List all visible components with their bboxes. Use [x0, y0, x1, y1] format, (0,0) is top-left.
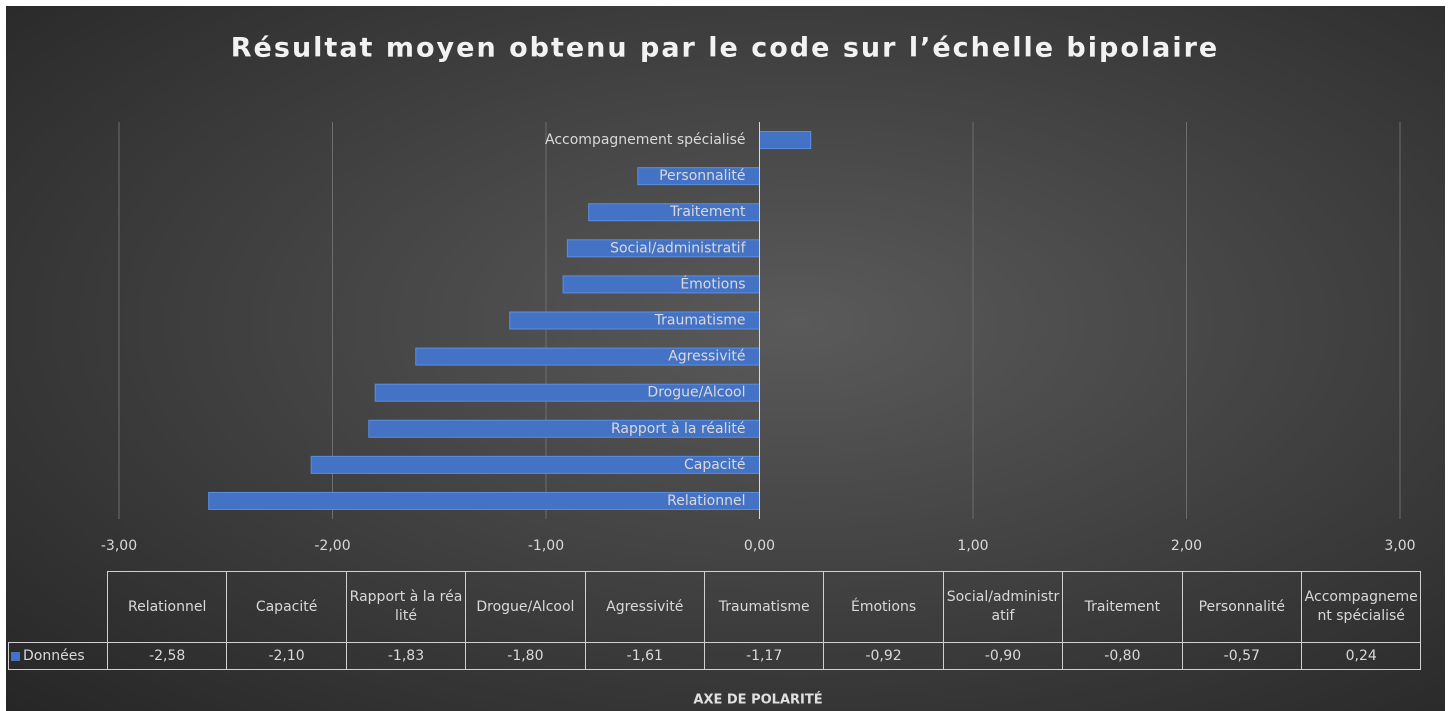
table-value-cell: -0,92 — [823, 642, 944, 670]
category-label: Relationnel — [667, 493, 745, 509]
category-label: Capacité — [684, 457, 746, 473]
table-value-cell: -1,80 — [465, 642, 586, 670]
category-label: Personnalité — [659, 168, 745, 184]
legend-label: Données — [23, 647, 85, 664]
table-header-cell: Accompagnement spécialisé — [1301, 571, 1422, 643]
table-value-cell: -0,80 — [1062, 642, 1183, 670]
category-label: Agressivité — [668, 349, 745, 365]
x-tick-label: 1,00 — [957, 538, 988, 554]
table-header-cell: Rapport à la réalité — [345, 571, 467, 643]
table-value-cell: -2,10 — [226, 642, 347, 670]
table-header-cell: Capacité — [226, 571, 347, 643]
table-header-cell: Drogue/Alcool — [465, 571, 586, 643]
table-header-cell: Traitement — [1062, 571, 1183, 643]
chart: Résultat moyen obtenu par le code sur l’… — [6, 6, 1445, 711]
table-header-cell: Agressivité — [584, 571, 705, 643]
category-label: Traumatisme — [654, 313, 746, 329]
x-axis-title: AXE DE POLARITÉ — [693, 692, 822, 708]
chart-title: Résultat moyen obtenu par le code sur l’… — [231, 33, 1219, 64]
x-tick-label: -3,00 — [101, 538, 137, 554]
table-value-cell: -1,17 — [704, 642, 825, 670]
x-tick-label: 3,00 — [1384, 538, 1415, 554]
category-label: Émotions — [680, 275, 745, 292]
table-value-cell: -0,57 — [1181, 642, 1302, 670]
legend-key — [11, 651, 20, 661]
table-header-cell: Personnalité — [1181, 571, 1302, 643]
table-value-cell: -1,61 — [584, 642, 705, 670]
category-label: Accompagnement spécialisé — [545, 132, 745, 148]
chart-svg: Résultat moyen obtenu par le code sur l’… — [101, 33, 1416, 708]
table-legend-cell: Données — [8, 642, 108, 670]
bar — [759, 131, 812, 150]
table-header-cell: Émotions — [823, 571, 944, 643]
x-tick-label: 0,00 — [744, 538, 775, 554]
table-value-cell: 0,24 — [1301, 642, 1422, 670]
table-header-cell: Relationnel — [107, 571, 228, 643]
x-tick-label: 2,00 — [1171, 538, 1202, 554]
category-label: Traitement — [669, 204, 746, 220]
x-tick-label: -2,00 — [314, 538, 350, 554]
table-value-cell: -2,58 — [107, 642, 228, 670]
category-label: Drogue/Alcool — [647, 385, 745, 401]
table-value-cell: -1,83 — [345, 642, 467, 670]
table-value-cell: -0,90 — [942, 642, 1064, 670]
x-tick-label: -1,00 — [528, 538, 564, 554]
category-label: Social/administratif — [610, 240, 746, 256]
table-header-cell: Traumatisme — [704, 571, 825, 643]
table-header-cell: Social/administratif — [942, 571, 1064, 643]
category-label: Rapport à la réalité — [611, 421, 746, 437]
